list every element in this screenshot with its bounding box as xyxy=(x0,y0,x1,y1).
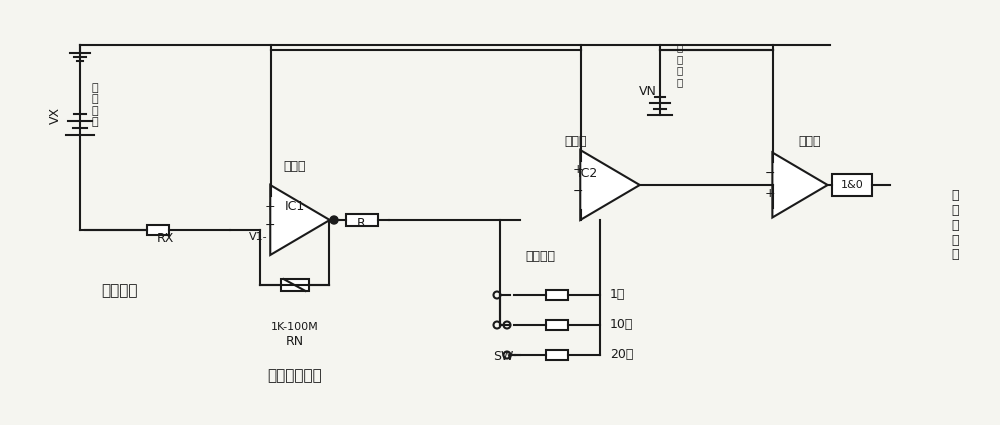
Text: 习
绕
喇
仵
粢: 习 绕 喇 仵 粢 xyxy=(951,189,959,261)
Text: −: − xyxy=(765,167,775,180)
Text: R: R xyxy=(357,217,366,230)
Bar xyxy=(280,279,308,291)
Bar xyxy=(546,290,568,300)
Text: 出
电
整
体: 出 电 整 体 xyxy=(92,82,98,128)
Text: 检测级: 检测级 xyxy=(284,160,306,173)
Text: IC1: IC1 xyxy=(285,200,305,213)
Text: VN: VN xyxy=(639,85,657,98)
Text: 被测电阻: 被测电阻 xyxy=(102,283,138,298)
Text: RN: RN xyxy=(286,335,304,348)
Polygon shape xyxy=(270,185,330,255)
Text: +: + xyxy=(265,200,275,213)
Text: +: + xyxy=(573,163,583,176)
Text: 1倍: 1倍 xyxy=(610,289,625,301)
Text: VX: VX xyxy=(48,106,62,124)
Text: V1-: V1- xyxy=(249,232,267,242)
Text: 比较级: 比较级 xyxy=(799,135,821,148)
Polygon shape xyxy=(772,153,828,218)
Circle shape xyxy=(330,216,338,224)
Text: 倍率选择: 倍率选择 xyxy=(525,250,555,263)
Text: −: − xyxy=(265,219,275,232)
Bar xyxy=(546,320,568,330)
Text: −: − xyxy=(573,185,583,198)
Polygon shape xyxy=(580,150,640,220)
Text: IC2: IC2 xyxy=(578,167,598,180)
Text: 放大级: 放大级 xyxy=(565,135,587,148)
Bar xyxy=(832,174,872,196)
Bar xyxy=(346,214,378,226)
Text: SW: SW xyxy=(493,350,513,363)
Bar xyxy=(146,225,168,235)
Text: 出
电
整
神: 出 电 整 神 xyxy=(677,42,683,87)
Text: 10倍: 10倍 xyxy=(610,318,633,332)
Text: +: + xyxy=(765,187,775,200)
Text: 1K-100M: 1K-100M xyxy=(271,322,319,332)
Text: 可调定值电阻: 可调定值电阻 xyxy=(268,368,322,383)
Text: 1&0: 1&0 xyxy=(841,180,863,190)
Bar xyxy=(546,350,568,360)
Text: 20倍: 20倍 xyxy=(610,348,633,362)
Text: RX: RX xyxy=(156,232,174,245)
